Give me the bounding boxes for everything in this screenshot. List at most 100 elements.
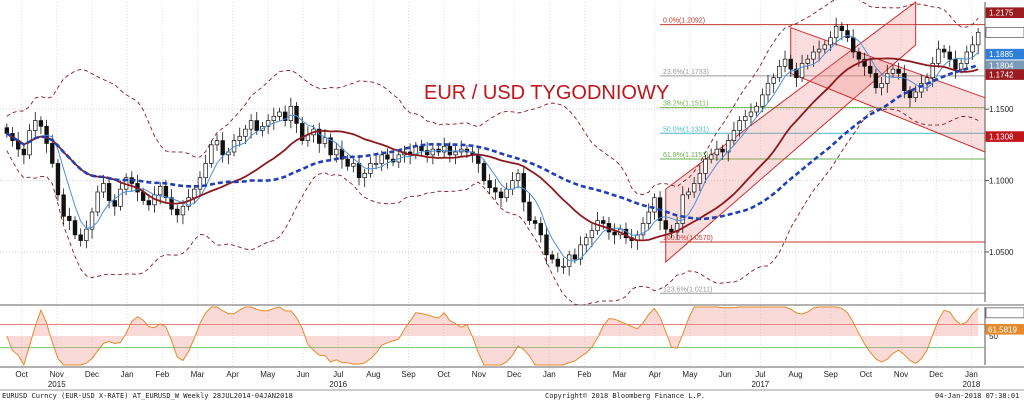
candle-body <box>754 105 759 113</box>
x-month-label: Apr <box>649 370 662 379</box>
candle-body <box>799 63 805 79</box>
band-lower <box>6 108 979 306</box>
candle-body <box>538 223 543 236</box>
candle-body <box>101 183 106 193</box>
price-level-tag <box>985 69 1024 80</box>
candle-body <box>822 44 827 50</box>
candle-body <box>271 115 277 121</box>
candle-body <box>67 215 72 221</box>
candle-body <box>322 137 328 144</box>
candle-body <box>95 191 100 213</box>
oscillator-panel: 50 89.8798 61.5819 <box>0 304 1024 367</box>
candle-body <box>532 220 538 224</box>
candle-body <box>555 258 561 267</box>
candle-body <box>180 205 186 216</box>
x-month-label: Oct <box>860 370 873 379</box>
price-level-label: 1.2175 <box>989 9 1014 18</box>
candle-body <box>907 90 913 99</box>
x-month-label: May <box>682 370 697 379</box>
candle-body <box>55 163 61 196</box>
moving-averages <box>6 34 979 262</box>
candle-body <box>277 111 282 117</box>
candle-body <box>442 145 447 153</box>
x-month-label: Mar <box>613 370 627 379</box>
price-level-label: 1.1308 <box>989 133 1014 142</box>
ma-fast-line <box>6 34 979 262</box>
price-level-label: 1.2038 <box>989 28 1014 37</box>
candle-body <box>913 91 918 99</box>
price-level-tag <box>985 131 1024 142</box>
candle-body <box>578 244 583 260</box>
candle-body <box>300 123 305 141</box>
candle-body <box>527 201 532 221</box>
candle-body <box>510 180 515 190</box>
candle-body <box>248 120 254 130</box>
x-month-label: Aug <box>366 370 380 379</box>
candle-body <box>845 30 850 39</box>
candle-body <box>453 151 458 156</box>
x-month-label: May <box>260 370 275 379</box>
candle-body <box>941 48 947 53</box>
candle-body <box>334 148 339 156</box>
candle-body <box>936 48 941 64</box>
candle-body <box>885 73 890 84</box>
candle-body <box>601 220 606 224</box>
candle-body <box>970 44 975 53</box>
candle-body <box>493 187 498 193</box>
candle-body <box>21 148 27 156</box>
candle-body <box>209 144 214 164</box>
fib-label: 123.6%(1.0211) <box>663 286 712 293</box>
x-month-label: Oct <box>438 370 451 379</box>
candle-body <box>192 188 197 199</box>
candle-body <box>328 137 333 156</box>
candle-body <box>584 237 589 246</box>
x-month-label: Dec <box>929 370 943 379</box>
x-year-label: 2016 <box>329 380 347 389</box>
x-month-label: Sep <box>401 370 416 379</box>
candle-body <box>794 68 799 79</box>
candle-body <box>481 163 487 181</box>
candle-body <box>430 148 436 156</box>
candle-body <box>760 94 765 107</box>
x-month-label: Nov <box>472 370 486 379</box>
candle-body <box>691 183 697 193</box>
candle-body <box>237 135 242 141</box>
candle-body <box>265 120 271 127</box>
candle-body <box>839 25 845 31</box>
chart-title: EUR / USD TYGODNIOWY <box>424 82 669 104</box>
candle-body <box>612 231 617 236</box>
candle-body <box>771 77 776 84</box>
x-month-label: Jun <box>297 370 310 379</box>
candle-body <box>89 211 95 230</box>
candle-body <box>345 158 350 167</box>
footer-timestamp: 04-Jan-2018 07:38:01 <box>935 392 1019 400</box>
y-tick-label: 1.1000 <box>989 177 1014 186</box>
candle-body <box>38 120 44 127</box>
candle-body <box>737 120 742 131</box>
osc-level-label: 89.8798 <box>988 309 1017 318</box>
candle-body <box>731 130 737 141</box>
ma-long-line <box>6 63 979 221</box>
x-month-label: Dec <box>507 370 521 379</box>
candle-body <box>163 185 169 199</box>
candle-body <box>714 148 720 156</box>
price-level-label: 1.1742 <box>989 71 1014 80</box>
time-axis: Oct Nov Dec Jan Feb Mar Apr May Jun Jul Aug Sep Oct N… <box>0 366 1024 391</box>
x-month-label: Mar <box>191 370 205 379</box>
candle-body <box>697 173 703 184</box>
y-tick-label: 1.1500 <box>989 105 1014 114</box>
candle-body <box>640 223 646 236</box>
candle-body <box>356 163 362 179</box>
candle-body <box>930 63 935 79</box>
candle-body <box>61 194 66 217</box>
price-level-tag <box>985 26 1024 38</box>
candle-body <box>487 180 492 189</box>
candle-body <box>805 58 810 64</box>
candle-body <box>288 105 294 121</box>
candle-body <box>72 220 78 236</box>
x-year-label: 2015 <box>48 380 66 389</box>
candle-body <box>214 140 220 146</box>
price-level-tag <box>985 48 1024 60</box>
price-level-tag <box>985 7 1024 19</box>
candle-body <box>748 111 754 117</box>
